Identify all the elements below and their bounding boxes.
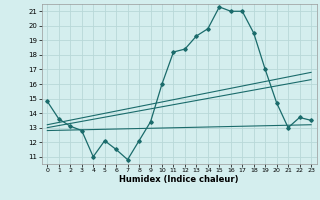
X-axis label: Humidex (Indice chaleur): Humidex (Indice chaleur)	[119, 175, 239, 184]
